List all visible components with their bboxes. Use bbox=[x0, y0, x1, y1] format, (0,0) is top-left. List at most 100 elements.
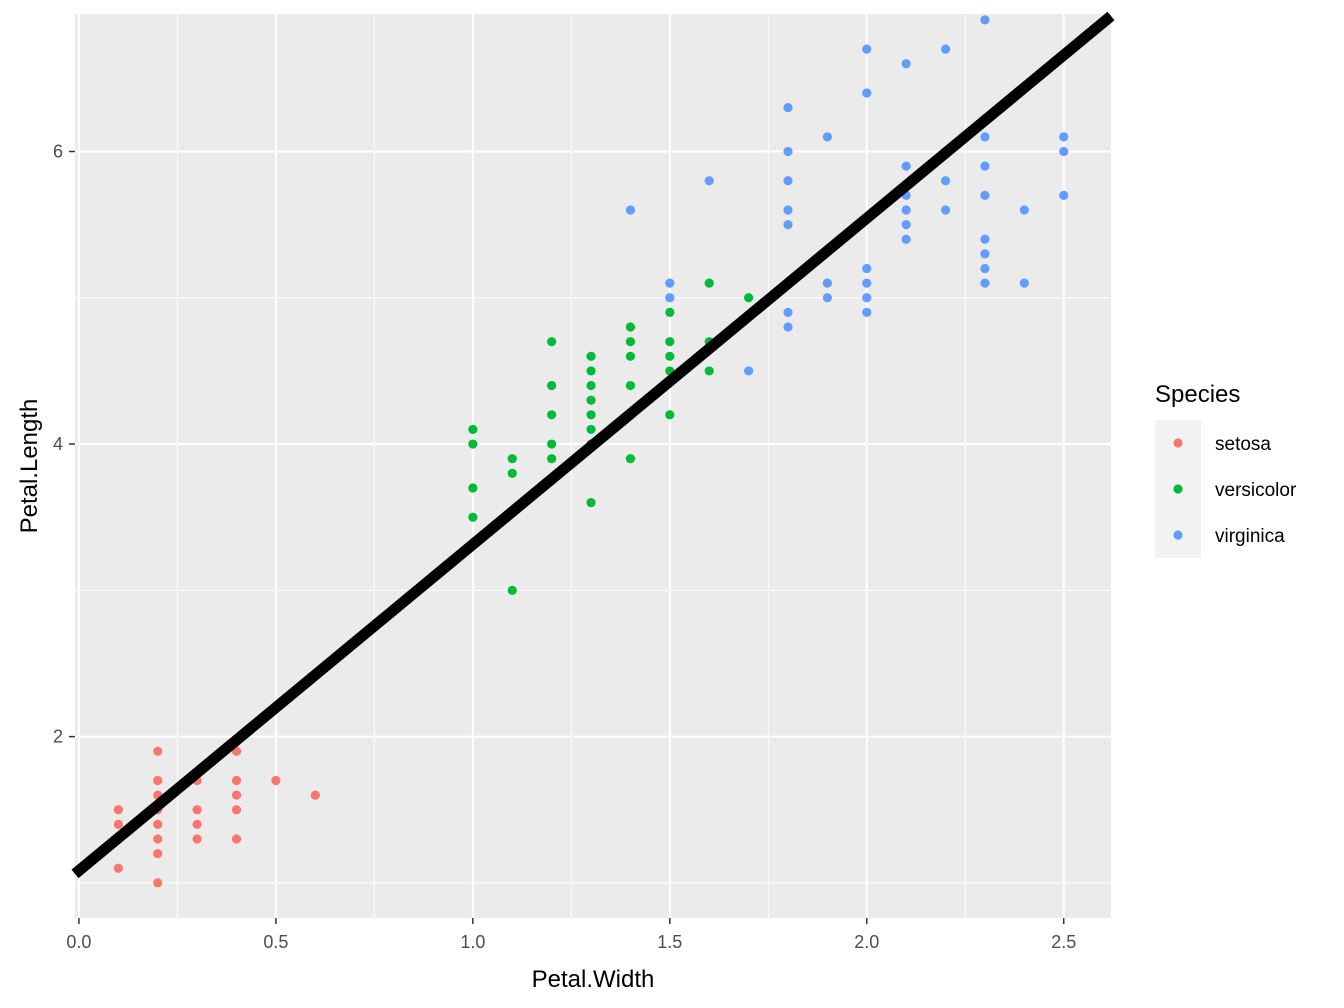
point-versicolor bbox=[704, 366, 714, 376]
point-setosa bbox=[231, 775, 242, 786]
point-virginica bbox=[901, 205, 911, 215]
point-versicolor bbox=[586, 424, 596, 435]
y-axis: 2 4 6 bbox=[53, 142, 75, 747]
point-setosa bbox=[231, 790, 242, 800]
point-versicolor bbox=[665, 410, 675, 420]
y-axis-title: Petal.Length bbox=[16, 399, 43, 534]
point-setosa bbox=[153, 819, 163, 829]
point-setosa bbox=[153, 849, 163, 859]
x-tick-label: 1.0 bbox=[460, 932, 485, 952]
point-versicolor bbox=[665, 351, 675, 361]
point-setosa bbox=[192, 805, 202, 815]
legend-key-virginica bbox=[1173, 530, 1183, 540]
point-versicolor bbox=[586, 366, 596, 376]
point-versicolor bbox=[547, 454, 557, 464]
legend-label-versicolor: versicolor bbox=[1215, 480, 1297, 501]
point-virginica bbox=[1019, 278, 1029, 288]
point-setosa bbox=[310, 790, 320, 800]
x-tick-label: 0.5 bbox=[263, 932, 288, 952]
point-versicolor bbox=[547, 439, 557, 449]
point-virginica bbox=[1019, 205, 1029, 215]
point-versicolor bbox=[547, 380, 557, 391]
point-versicolor bbox=[586, 497, 596, 508]
major-gridlines bbox=[75, 14, 1111, 918]
point-setosa bbox=[113, 863, 123, 873]
point-virginica bbox=[862, 278, 872, 288]
point-virginica bbox=[704, 176, 714, 186]
point-virginica bbox=[862, 263, 872, 274]
point-virginica bbox=[822, 278, 832, 288]
point-versicolor bbox=[468, 483, 478, 493]
point-setosa bbox=[231, 834, 242, 844]
point-versicolor bbox=[547, 337, 557, 347]
point-versicolor bbox=[625, 380, 636, 391]
point-versicolor bbox=[625, 454, 636, 464]
point-virginica bbox=[1059, 190, 1069, 200]
point-virginica bbox=[940, 44, 951, 54]
point-virginica bbox=[980, 234, 990, 244]
point-versicolor bbox=[468, 424, 478, 435]
point-virginica bbox=[822, 132, 832, 142]
regression-line-group bbox=[71, 11, 1115, 879]
point-setosa bbox=[113, 819, 123, 829]
x-axis: 0.0 0.5 1.0 1.5 2.0 2.5 bbox=[66, 918, 1076, 952]
point-setosa bbox=[153, 878, 163, 888]
point-virginica bbox=[625, 205, 636, 215]
point-versicolor bbox=[665, 307, 675, 318]
point-versicolor bbox=[743, 293, 754, 303]
point-setosa bbox=[153, 775, 163, 786]
legend-items: setosa versicolor virginica bbox=[1173, 434, 1297, 547]
point-virginica bbox=[980, 249, 990, 259]
point-setosa bbox=[231, 805, 242, 815]
point-virginica bbox=[862, 44, 872, 54]
point-virginica bbox=[783, 103, 793, 113]
point-virginica bbox=[783, 176, 793, 186]
point-versicolor bbox=[586, 410, 596, 420]
point-versicolor bbox=[665, 337, 675, 347]
x-axis-title: Petal.Width bbox=[532, 966, 655, 993]
point-virginica bbox=[901, 161, 911, 171]
x-tick-label: 2.0 bbox=[854, 932, 879, 952]
point-versicolor bbox=[586, 380, 596, 391]
point-virginica bbox=[980, 15, 990, 25]
point-virginica bbox=[901, 220, 911, 230]
point-virginica bbox=[783, 146, 793, 157]
legend: Species setosa versicolor virginica bbox=[1155, 381, 1297, 558]
point-virginica bbox=[1059, 146, 1069, 157]
y-tick-label: 4 bbox=[53, 434, 63, 454]
point-versicolor bbox=[625, 322, 636, 332]
point-virginica bbox=[822, 293, 832, 303]
point-versicolor bbox=[468, 512, 478, 522]
point-virginica bbox=[980, 161, 990, 171]
legend-title: Species bbox=[1155, 381, 1240, 408]
point-virginica bbox=[980, 278, 990, 288]
point-virginica bbox=[901, 234, 911, 244]
point-virginica bbox=[980, 263, 990, 274]
point-virginica bbox=[980, 132, 990, 142]
point-virginica bbox=[862, 293, 872, 303]
point-setosa bbox=[271, 775, 281, 786]
point-virginica bbox=[783, 205, 793, 215]
point-virginica bbox=[743, 366, 754, 376]
point-versicolor bbox=[586, 395, 596, 405]
y-tick-label: 2 bbox=[53, 727, 63, 747]
point-versicolor bbox=[468, 439, 478, 449]
point-virginica bbox=[862, 307, 872, 318]
x-tick-label: 0.0 bbox=[66, 932, 91, 952]
point-versicolor bbox=[547, 410, 557, 420]
point-virginica bbox=[901, 59, 911, 69]
point-versicolor bbox=[507, 585, 517, 595]
point-virginica bbox=[980, 190, 990, 200]
point-setosa bbox=[192, 819, 202, 829]
point-versicolor bbox=[625, 337, 636, 347]
point-versicolor bbox=[507, 454, 517, 464]
point-setosa bbox=[192, 834, 202, 844]
legend-label-virginica: virginica bbox=[1215, 526, 1285, 547]
point-setosa bbox=[153, 746, 163, 756]
regression-line bbox=[71, 11, 1115, 879]
data-points bbox=[113, 15, 1069, 888]
legend-key-versicolor bbox=[1173, 484, 1183, 494]
point-virginica bbox=[783, 307, 793, 318]
point-virginica bbox=[1059, 132, 1069, 142]
